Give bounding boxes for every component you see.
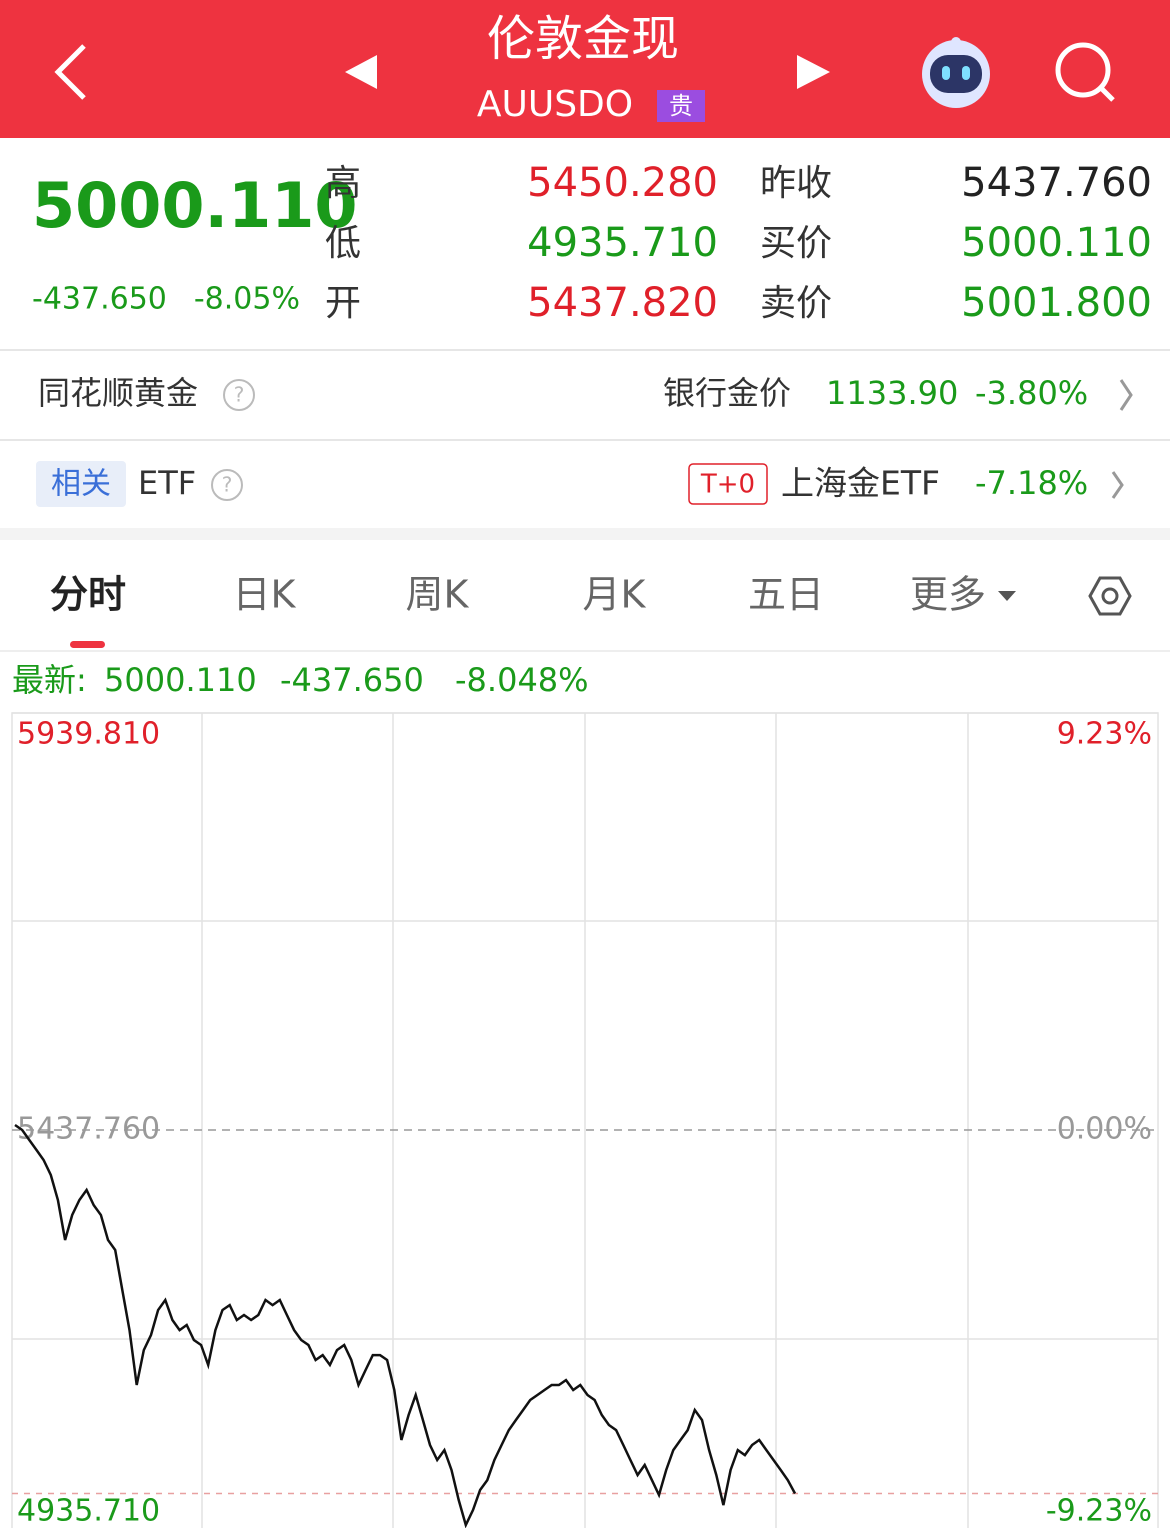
y-tick-label: 5939.810 [17,717,160,752]
latest-label: 最新: [12,661,87,699]
assistant-icon[interactable] [922,37,990,108]
tab[interactable]: 更多 [910,573,986,617]
tab[interactable]: 周K [406,573,470,617]
search-button[interactable] [1055,42,1115,102]
stat-label: 高 [325,163,361,204]
tab[interactable]: 日K [233,573,297,617]
tab[interactable]: 分时 [50,573,126,617]
price-line [14,1123,797,1528]
price: 5000.110 [32,169,358,242]
row-title: ETF [138,464,196,502]
stat-value: 5437.760 [961,160,1152,206]
chart-frame [11,712,1159,1528]
help-icon [223,379,255,411]
stat-label: 低 [325,223,361,264]
etf-row[interactable]: 相关 ETF ? T+0 上海金ETF -7.18% [36,461,1124,507]
y2-tick-label: -9.23% [1046,1494,1152,1528]
next-button[interactable] [797,55,830,89]
title: 伦敦金现 [487,11,679,67]
latest-change: -437.650 [280,661,424,699]
help-text: ? [234,383,245,407]
more-arrow [998,591,1016,601]
y-tick-label: 5437.760 [17,1112,160,1147]
latest-pct: -8.048% [455,661,589,699]
row-pct: -3.80% [975,374,1088,412]
code: AUUSDO [477,84,633,125]
change: -437.650 [32,282,167,317]
y2-tick-label: 0.00% [1057,1112,1152,1147]
row-label: 银行金价 [663,374,791,412]
row-price: 1133.90 [826,374,958,412]
stat-label: 昨收 [760,163,832,204]
settings-button[interactable] [1088,576,1132,616]
tag-bg [36,461,126,507]
stat-value: 5001.800 [961,280,1152,326]
badge-bg [657,90,705,122]
prev-button[interactable] [345,55,377,89]
tab[interactable]: 五日 [748,573,824,617]
stat-value: 4935.710 [527,220,718,266]
chevron [1111,471,1124,499]
badge: 贵 [669,92,693,120]
etf-pct: -7.18% [975,464,1088,502]
tab-underline [70,641,105,648]
gold-row[interactable]: 同花顺黄金 ? 银行金价 1133.90 -3.80% [38,374,1133,412]
row-title: 同花顺黄金 [38,374,198,412]
t0-bg [688,463,768,505]
stat-value: 5000.110 [961,220,1152,266]
stat-value: 5450.280 [527,160,718,206]
stat-label: 买价 [760,223,832,264]
stat-label: 卖价 [760,283,832,324]
stat-label: 开 [325,283,361,324]
help-text: ? [222,473,233,497]
latest-price: 5000.110 [104,661,257,699]
tag: 相关 [51,467,111,502]
y2-tick-label: 9.23% [1057,717,1152,752]
stat-value: 5437.820 [527,280,718,326]
back-button[interactable] [54,44,86,100]
tab[interactable]: 月K [583,573,647,617]
change-pct: -8.05% [194,282,300,317]
t0-tag: T+0 [700,470,755,500]
etf-name: 上海金ETF [781,464,940,503]
chevron [1119,379,1133,411]
gap [0,528,1170,540]
help-icon [211,469,243,501]
y-tick-label: 4935.710 [17,1494,160,1528]
